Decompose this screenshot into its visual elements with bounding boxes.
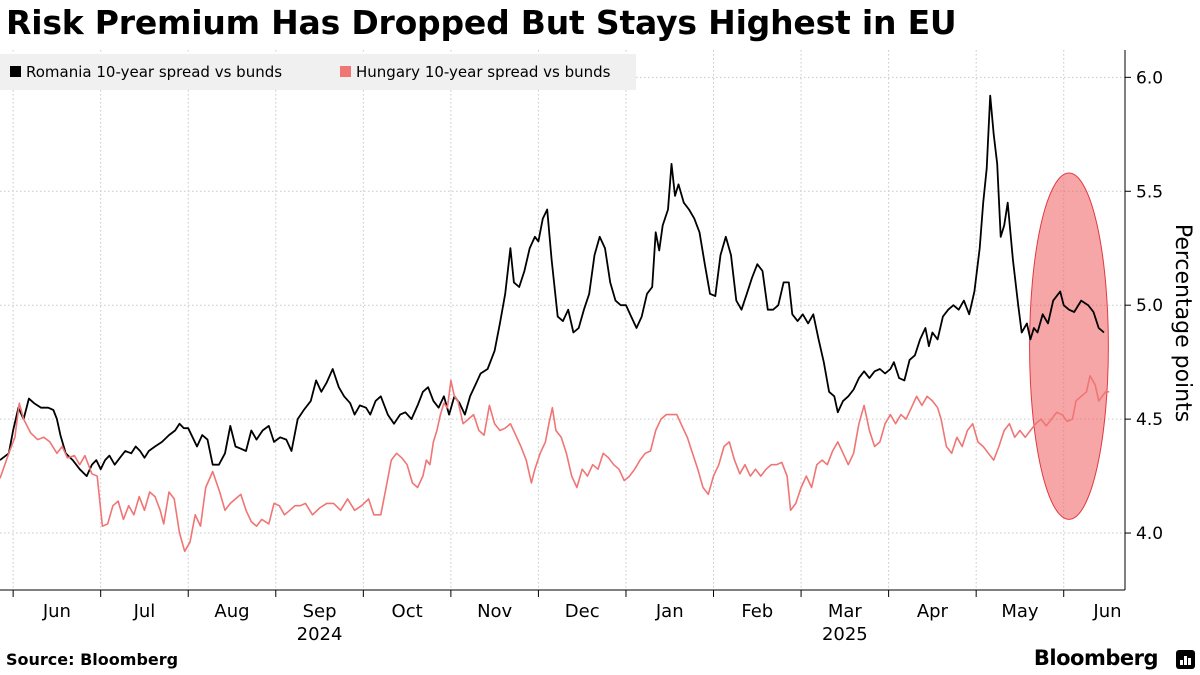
x-tick-label: Nov (477, 601, 512, 622)
source-note: Source: Bloomberg (6, 650, 178, 669)
legend: Romania 10-year spread vs bunds Hungary 1… (0, 54, 636, 90)
y-axis-title: Percentage points (1170, 224, 1195, 422)
y-tick-label: 6.0 (1136, 68, 1163, 88)
highlight-circle (1030, 173, 1109, 519)
x-tick-label: Apr (917, 601, 949, 622)
legend-label: Hungary 10-year spread vs bunds (356, 63, 611, 81)
y-tick-label: 4.0 (1136, 524, 1163, 544)
axes: 4.0 4.5 5.0 5.5 6.0 Jun Jul Aug Sep Oct Nov Dec Jan F… (0, 50, 1195, 645)
bloomberg-chart-icon (1176, 650, 1195, 669)
x-tick-label: May (1001, 601, 1039, 622)
legend-swatch (340, 66, 351, 77)
x-tick-label: Feb (741, 601, 773, 622)
x-tick-label: Oct (392, 601, 423, 622)
highlight-layer (1030, 173, 1109, 519)
legend-label: Romania 10-year spread vs bunds (26, 63, 282, 81)
chart-canvas: 4.0 4.5 5.0 5.5 6.0 Jun Jul Aug Sep Oct Nov Dec Jan F… (0, 0, 1200, 675)
y-tick-label: 5.5 (1136, 182, 1163, 202)
y-tick-label: 5.0 (1136, 296, 1163, 316)
x-tick-label: Aug (214, 601, 249, 622)
x-tick-label: Dec (565, 601, 600, 622)
x-tick-label: Sep (303, 601, 337, 622)
x-tick-label: Mar (828, 601, 863, 622)
x-tick-label: Jul (133, 601, 156, 622)
hungary-series-line (0, 376, 1109, 552)
x-tick-label: Jun (1092, 601, 1121, 622)
x-tick-label: Jan (655, 601, 684, 622)
series-layer (0, 96, 1109, 552)
x-tick-label: Jun (42, 601, 71, 622)
year-label: 2025 (822, 624, 868, 645)
year-label: 2024 (297, 624, 343, 645)
y-tick-label: 4.5 (1136, 410, 1163, 430)
bloomberg-logo: Bloomberg (1034, 646, 1158, 670)
legend-swatch (10, 66, 21, 77)
